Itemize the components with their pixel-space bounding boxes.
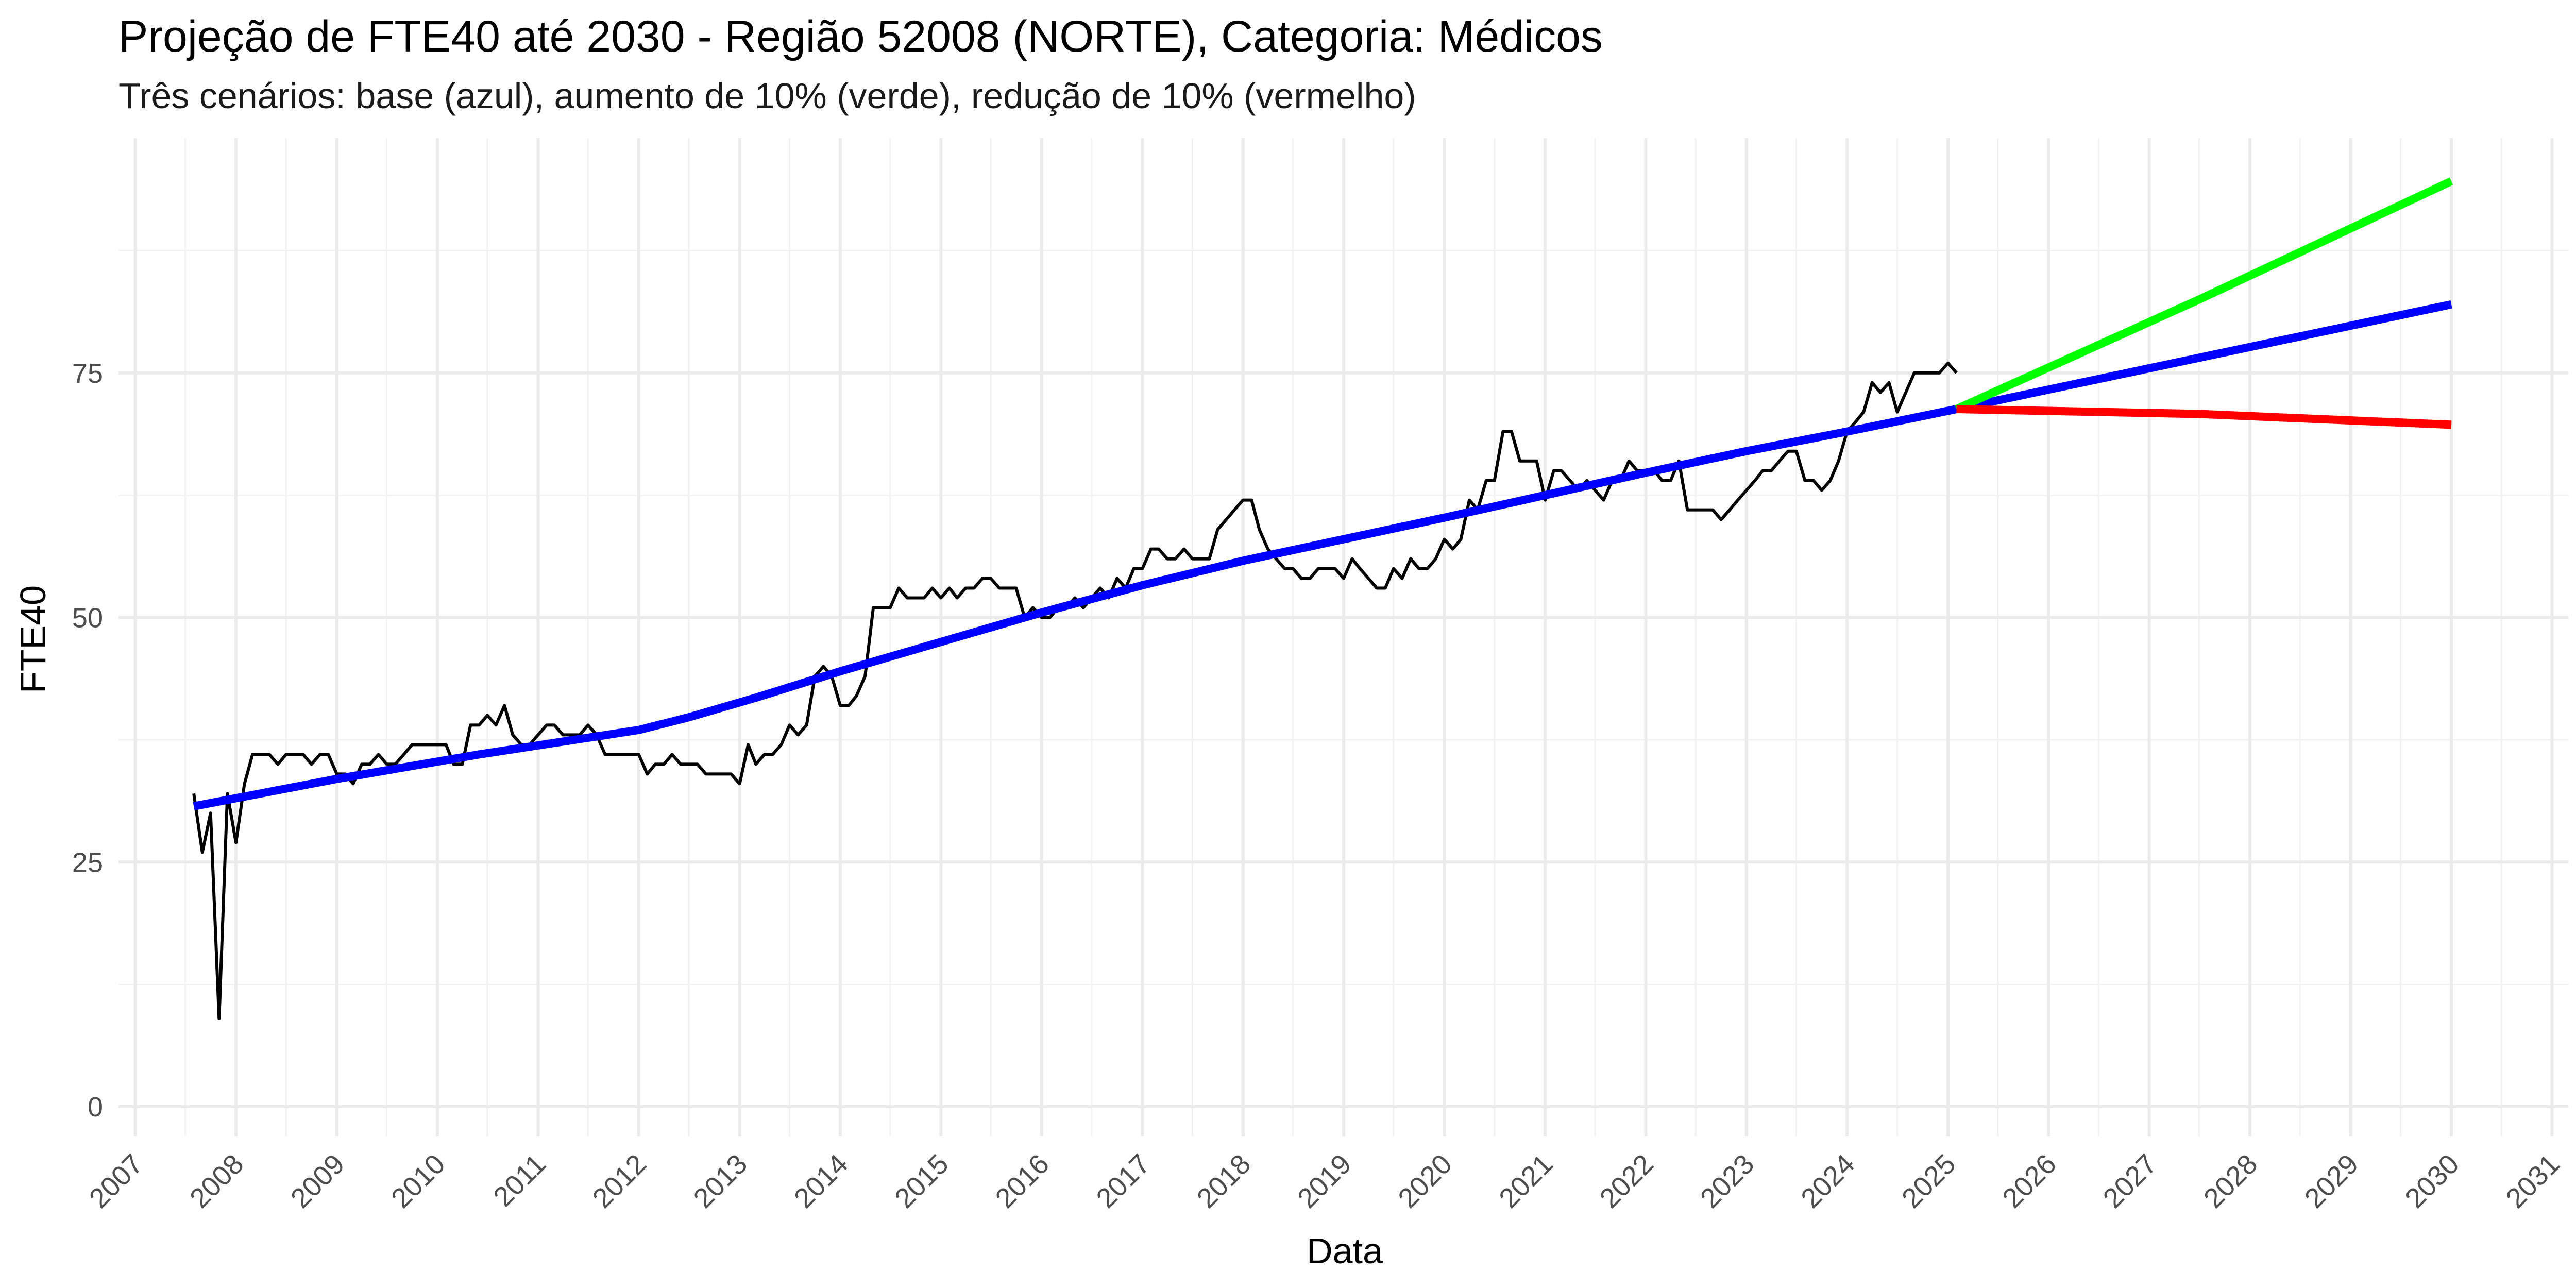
- x-tick-label: 2009: [285, 1148, 350, 1214]
- y-axis-ticks: 0 25 50 75: [72, 358, 103, 1123]
- y-tick-label: 75: [72, 358, 103, 389]
- chart-title: Projeção de FTE40 até 2030 - Região 5200…: [118, 12, 1603, 61]
- x-tick-label: 2024: [1795, 1148, 1860, 1214]
- x-tick-label: 2010: [385, 1148, 451, 1214]
- y-tick-label: 0: [88, 1092, 103, 1123]
- x-tick-label: 2022: [1594, 1148, 1659, 1214]
- series-line-0: [192, 361, 1958, 1021]
- x-tick-label: 2030: [2399, 1148, 2465, 1214]
- x-tick-label: 2019: [1292, 1148, 1357, 1214]
- series-line-1: [193, 300, 2452, 810]
- y-tick-label: 50: [72, 603, 103, 634]
- x-tick-label: 2023: [1694, 1148, 1760, 1214]
- major-gridlines: [118, 138, 2568, 1136]
- series-lines: [192, 177, 2453, 1021]
- x-tick-label: 2016: [990, 1148, 1055, 1214]
- series-line-3: [1956, 405, 2452, 429]
- x-tick-label: 2027: [2097, 1148, 2163, 1214]
- x-tick-label: 2020: [1392, 1148, 1458, 1214]
- x-tick-label: 2026: [1996, 1148, 2062, 1214]
- x-tick-label: 2028: [2198, 1148, 2263, 1214]
- x-tick-label: 2008: [184, 1148, 249, 1214]
- x-tick-label: 2029: [2299, 1148, 2364, 1214]
- x-tick-label: 2014: [788, 1148, 854, 1214]
- x-tick-label: 2025: [1896, 1148, 1961, 1214]
- x-axis-title: Data: [1307, 1231, 1383, 1271]
- x-axis-ticks: 2007 2008 2009 2010 2011 2012 2013 2014 2015 2016…: [83, 1148, 2566, 1214]
- series-line-2: [1955, 177, 2453, 413]
- x-tick-label: 2013: [688, 1148, 753, 1214]
- y-axis-title: FTE40: [13, 585, 53, 693]
- x-tick-label: 2018: [1191, 1148, 1257, 1214]
- chart-subtitle: Três cenários: base (azul), aumento de 1…: [118, 76, 1416, 116]
- x-tick-label: 2017: [1091, 1148, 1156, 1214]
- x-tick-label: 2021: [1493, 1148, 1558, 1214]
- x-tick-label: 2007: [83, 1148, 149, 1214]
- x-tick-label: 2031: [2500, 1148, 2566, 1214]
- y-tick-label: 25: [72, 847, 103, 878]
- x-tick-label: 2012: [587, 1148, 652, 1214]
- x-tick-label: 2015: [889, 1148, 954, 1214]
- x-tick-label: 2011: [487, 1148, 552, 1213]
